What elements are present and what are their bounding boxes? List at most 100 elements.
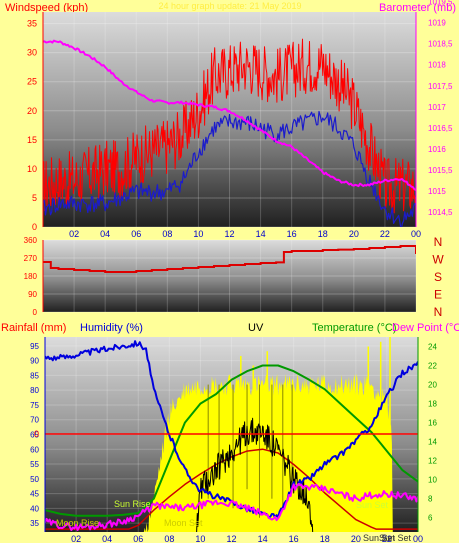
humidity-tick-label: 75 xyxy=(30,401,39,410)
barometer-tick-label: 1016,5 xyxy=(428,124,453,133)
humidity-tick-label: 60 xyxy=(30,445,39,454)
humidity-tick-label: 35 xyxy=(30,519,39,528)
humidity-tick-label: 95 xyxy=(30,342,39,351)
direction-line xyxy=(43,245,416,273)
annotation-moon-rise: Moon Rise xyxy=(56,518,99,528)
wind-gust-series xyxy=(43,38,416,214)
solar-series xyxy=(196,417,314,532)
dew-point-axis-label: Dew Point (°C) xyxy=(392,322,459,334)
wind-x-ticks: 02 04 06 08 10 12 14 16 18 20 22 00 xyxy=(69,229,421,239)
barometer-tick-label: 1018 xyxy=(428,61,446,70)
windspeed-tick-label: 0 xyxy=(32,222,37,232)
solar-line xyxy=(196,417,314,532)
direction-ticks: 0 90 180 270 360 xyxy=(24,236,38,317)
rain-zero-tick: 0 xyxy=(34,429,39,439)
temperature-tick-label: 14 xyxy=(428,438,437,447)
humidity-tick-label: 70 xyxy=(30,416,39,425)
barometer-tick-label: 1015 xyxy=(428,187,446,196)
compass-label: N xyxy=(434,235,443,249)
climate-x-tick-label: 16 xyxy=(289,534,299,543)
direction-tick-label: 270 xyxy=(24,254,38,263)
barometer-tick-label: 1018,5 xyxy=(428,40,453,49)
humidity-tick-label: 50 xyxy=(30,475,39,484)
climate-x-tick-label: 00 xyxy=(413,534,423,543)
wind-x-tick-label: 06 xyxy=(131,229,141,239)
sun-elevation-series xyxy=(45,448,418,530)
climate-x-tick-label: 14 xyxy=(258,534,268,543)
temperature-line xyxy=(45,364,418,517)
annotation-sun-rise: Sun Rise xyxy=(114,499,151,509)
windspeed-tick-label: 5 xyxy=(32,193,37,203)
humidity-tick-label: 65 xyxy=(30,431,39,440)
barometer-tick-label: 1019,5 xyxy=(428,0,453,6)
wind-average-line xyxy=(43,110,416,227)
temperature-series xyxy=(45,364,418,517)
windspeed-tick-label: 30 xyxy=(27,48,37,58)
windspeed-axis-label: Windspeed (kph) xyxy=(5,2,88,14)
windspeed-tick-label: 35 xyxy=(27,19,37,29)
wind-x-tick-label: 08 xyxy=(162,229,172,239)
climate-x-ticks: 02 04 06 08 10 12 14 16 18 20 22 00 xyxy=(71,534,423,543)
barometer-tick-label: 1015,5 xyxy=(428,166,453,175)
wind-x-tick-label: 22 xyxy=(380,229,390,239)
barometer-ticks: 1014,5 1015 1015,5 1016 1016,5 1017 1017,5 1018… xyxy=(428,0,453,217)
dew-point-series xyxy=(45,483,418,531)
climate-x-tick-label: 02 xyxy=(71,534,81,543)
annotation-sun-set-2: Sun Set xyxy=(363,533,396,543)
windspeed-tick-label: 10 xyxy=(27,164,37,174)
humidity-tick-label: 90 xyxy=(30,357,39,366)
temperature-tick-label: 8 xyxy=(428,495,433,504)
temperature-tick-label: 22 xyxy=(428,362,437,371)
temperature-tick-label: 20 xyxy=(428,381,437,390)
temperature-tick-label: 24 xyxy=(428,343,437,352)
compass-label: S xyxy=(434,270,442,284)
uv-label: UV xyxy=(248,322,264,334)
compass-label: E xyxy=(434,288,442,302)
direction-series xyxy=(43,245,416,273)
wind-x-tick-label: 04 xyxy=(100,229,110,239)
wind-x-tick-label: 12 xyxy=(224,229,234,239)
barometer-series xyxy=(43,39,416,191)
windspeed-ticks: 0 5 10 15 20 25 30 35 xyxy=(27,19,37,232)
windspeed-tick-label: 25 xyxy=(27,77,37,87)
temperature-tick-label: 16 xyxy=(428,419,437,428)
compass-label: N xyxy=(434,305,443,319)
humidity-axis-label: Humidity (%) xyxy=(80,322,143,334)
humidity-tick-label: 85 xyxy=(30,371,39,380)
direction-tick-label: 0 xyxy=(33,308,38,317)
humidity-tick-label: 55 xyxy=(30,460,39,469)
barometer-tick-label: 1017,5 xyxy=(428,82,453,91)
annotation-sun-set-1: Sun Set xyxy=(356,500,389,510)
direction-plot-area xyxy=(43,240,416,312)
barometer-axis-label: Barometer (mb) xyxy=(379,2,456,14)
barometer-tick-label: 1017 xyxy=(428,103,446,112)
climate-x-tick-label: 12 xyxy=(226,534,236,543)
barometer-tick-label: 1019 xyxy=(428,19,446,28)
temperature-tick-label: 10 xyxy=(428,476,437,485)
wind-x-tick-label: 10 xyxy=(193,229,203,239)
climate-x-tick-label: 08 xyxy=(164,534,174,543)
update-title: 24 hour graph update: 21 May 2019 xyxy=(158,1,301,11)
wind-x-tick-label: 20 xyxy=(349,229,359,239)
annotation-moon-set: Moon Set xyxy=(164,518,203,528)
wind-x-tick-label: 02 xyxy=(69,229,79,239)
wind-x-tick-label: 16 xyxy=(287,229,297,239)
barometer-tick-label: 1016 xyxy=(428,145,446,154)
humidity-tick-label: 45 xyxy=(30,490,39,499)
direction-tick-label: 180 xyxy=(24,272,38,281)
temperature-ticks: 6 8 10 12 14 16 18 20 22 24 xyxy=(428,343,437,523)
temperature-tick-label: 12 xyxy=(428,457,437,466)
climate-x-tick-label: 20 xyxy=(351,534,361,543)
sun-elevation-line xyxy=(45,448,418,530)
compass-label: W xyxy=(432,253,444,267)
humidity-tick-label: 40 xyxy=(30,504,39,513)
barometer-tick-label: 1014,5 xyxy=(428,208,453,217)
direction-tick-label: 360 xyxy=(24,236,38,245)
humidity-ticks: 35 40 45 50 55 60 65 70 75 80 85 90 95 xyxy=(30,342,39,528)
climate-x-tick-label: 10 xyxy=(195,534,205,543)
climate-x-tick-label: 04 xyxy=(102,534,112,543)
annotation-sun-set-3: Sun Set xyxy=(379,533,412,543)
climate-x-tick-label: 06 xyxy=(133,534,143,543)
